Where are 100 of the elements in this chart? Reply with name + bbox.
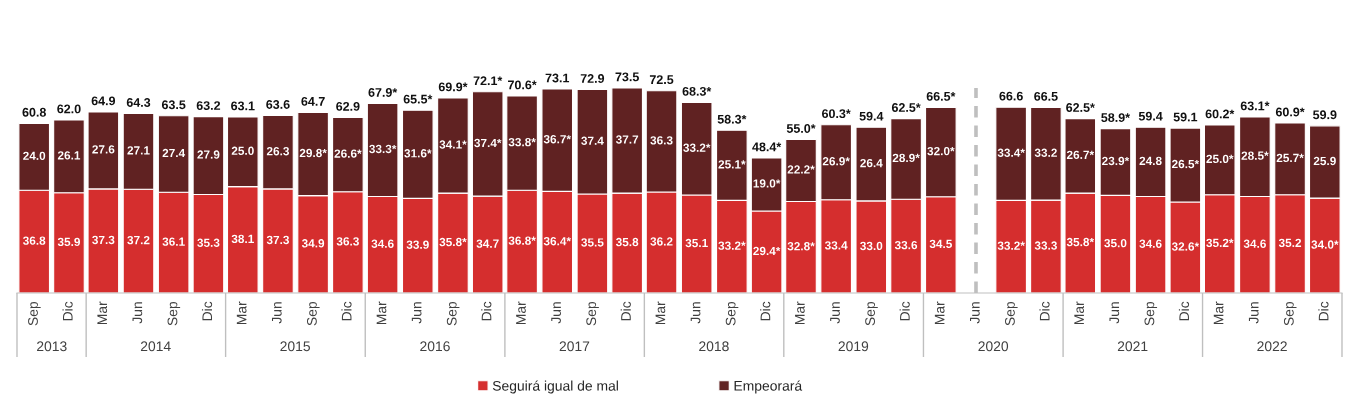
x-tick-label: Dic bbox=[1178, 301, 1190, 321]
x-tick-label: Jun bbox=[830, 302, 840, 324]
x-tick-label: Sep bbox=[725, 301, 739, 326]
x-tick-label: Mar bbox=[97, 301, 108, 325]
total-label: 67.9* bbox=[368, 88, 398, 97]
data-label: 37.3 bbox=[266, 235, 290, 245]
total-label: 63.5 bbox=[161, 100, 186, 110]
data-label: 34.6 bbox=[371, 239, 394, 248]
data-label: 36.2 bbox=[650, 237, 673, 246]
x-tick-label: Sep bbox=[446, 301, 460, 326]
total-label: 60.8 bbox=[22, 107, 46, 117]
data-label: 36.8 bbox=[22, 236, 46, 245]
data-label: 36.8* bbox=[508, 236, 536, 245]
x-tick-label: Sep bbox=[167, 301, 181, 326]
total-label: 66.6 bbox=[999, 91, 1023, 101]
data-label: 37.4* bbox=[474, 138, 502, 148]
data-label: 36.3 bbox=[650, 136, 673, 145]
data-label: 33.6 bbox=[894, 240, 918, 250]
data-label: 25.0* bbox=[1206, 154, 1234, 164]
total-label: 63.1* bbox=[1240, 101, 1270, 111]
data-label: 26.6* bbox=[334, 149, 362, 158]
total-label: 63.1 bbox=[231, 101, 255, 111]
total-label: 68.3* bbox=[682, 86, 712, 96]
data-label: 36.7* bbox=[543, 135, 572, 144]
data-label: 35.3 bbox=[197, 238, 220, 247]
x-tick-label: Jun bbox=[1248, 302, 1259, 324]
total-label: 63.2 bbox=[196, 101, 221, 111]
x-tick-label: Sep bbox=[306, 301, 320, 326]
data-label: 34.9 bbox=[301, 239, 325, 248]
data-label: 32.0* bbox=[927, 146, 955, 156]
x-tick-label: Dic bbox=[201, 301, 213, 321]
total-label: 65.5* bbox=[403, 94, 433, 104]
data-label: 26.3 bbox=[266, 147, 290, 156]
data-label: 27.9 bbox=[197, 150, 220, 159]
data-label: 33.0 bbox=[860, 241, 883, 251]
data-label: 33.8* bbox=[508, 137, 536, 147]
x-tick-label: Sep bbox=[1144, 301, 1158, 326]
data-label: 37.3 bbox=[92, 235, 115, 245]
x-tick-label: Mar bbox=[934, 301, 945, 325]
x-tick-label: Mar bbox=[655, 301, 666, 325]
x2-tick-label: 2018 bbox=[699, 341, 729, 352]
data-label: 26.7* bbox=[1066, 150, 1095, 160]
data-label: 32.6* bbox=[1171, 242, 1200, 251]
total-label: 60.9* bbox=[1275, 107, 1305, 117]
data-label: 38.1 bbox=[231, 234, 254, 244]
x-tick-label: Mar bbox=[236, 301, 247, 325]
x-tick-label: Sep bbox=[28, 301, 41, 326]
x-tick-label: Mar bbox=[1074, 301, 1085, 325]
total-label: 69.9* bbox=[438, 82, 468, 92]
data-label: 34.6 bbox=[1139, 239, 1162, 248]
data-label: 33.4 bbox=[824, 241, 848, 250]
x2-tick-label: 2022 bbox=[1257, 341, 1287, 352]
data-label: 25.9 bbox=[1313, 156, 1336, 166]
x-tick-label: Dic bbox=[1318, 301, 1329, 321]
data-label: 28.9* bbox=[892, 153, 920, 163]
x-tick-label: Sep bbox=[1005, 301, 1018, 326]
total-label: 62.5* bbox=[1066, 103, 1095, 112]
total-label: 58.9* bbox=[1101, 113, 1131, 122]
x2-tick-label: 2021 bbox=[1117, 341, 1148, 352]
x-tick-label: Dic bbox=[341, 301, 352, 321]
data-label: 34.0* bbox=[1311, 240, 1339, 249]
data-label: 29.4* bbox=[753, 246, 781, 256]
data-label: 24.0 bbox=[23, 151, 46, 160]
data-label: 35.0 bbox=[1104, 238, 1127, 248]
x2-tick-label: 2017 bbox=[559, 341, 590, 352]
data-label: 36.3 bbox=[336, 237, 359, 246]
x2-tick-label: 2020 bbox=[978, 341, 1009, 352]
total-label: 48.4* bbox=[752, 142, 782, 152]
data-label: 35.9 bbox=[57, 237, 81, 247]
total-label: 62.5* bbox=[891, 103, 921, 112]
x-tick-label: Jun bbox=[551, 302, 561, 324]
data-label: 33.2* bbox=[718, 241, 746, 250]
total-label: 60.2* bbox=[1205, 109, 1235, 119]
data-label: 35.5 bbox=[581, 238, 604, 247]
data-label: 19.0* bbox=[753, 179, 781, 188]
total-label: 59.1 bbox=[1173, 112, 1198, 122]
x-tick-label: Mar bbox=[795, 301, 805, 325]
data-label: 28.5* bbox=[1241, 151, 1269, 160]
x-tick-label: Jun bbox=[690, 302, 701, 324]
x-tick-label: Jun bbox=[132, 302, 143, 324]
data-label: 24.8 bbox=[1139, 156, 1162, 166]
data-label: 34.7 bbox=[476, 239, 499, 248]
data-label: 26.5* bbox=[1171, 159, 1200, 169]
legend-label: Seguirá igual de mal bbox=[492, 380, 618, 394]
x-tick-label: Mar bbox=[376, 301, 387, 325]
total-label: 73.1 bbox=[545, 73, 570, 83]
data-label: 34.6 bbox=[1243, 239, 1266, 248]
data-label: 31.6* bbox=[404, 149, 432, 158]
total-label: 58.3* bbox=[717, 114, 747, 124]
data-label: 32.8* bbox=[787, 242, 815, 251]
total-label: 59.4 bbox=[1138, 111, 1163, 121]
data-label: 35.8* bbox=[439, 237, 467, 247]
data-label: 35.2 bbox=[1278, 238, 1302, 248]
x-tick-label: Dic bbox=[620, 301, 631, 321]
x-tick-label: Jun bbox=[1109, 302, 1120, 324]
total-label: 60.3* bbox=[822, 109, 851, 119]
x2-tick-label: 2013 bbox=[37, 341, 67, 352]
data-label: 23.9* bbox=[1102, 156, 1130, 166]
data-label: 37.7 bbox=[615, 135, 639, 144]
data-label: 36.4* bbox=[543, 237, 572, 246]
